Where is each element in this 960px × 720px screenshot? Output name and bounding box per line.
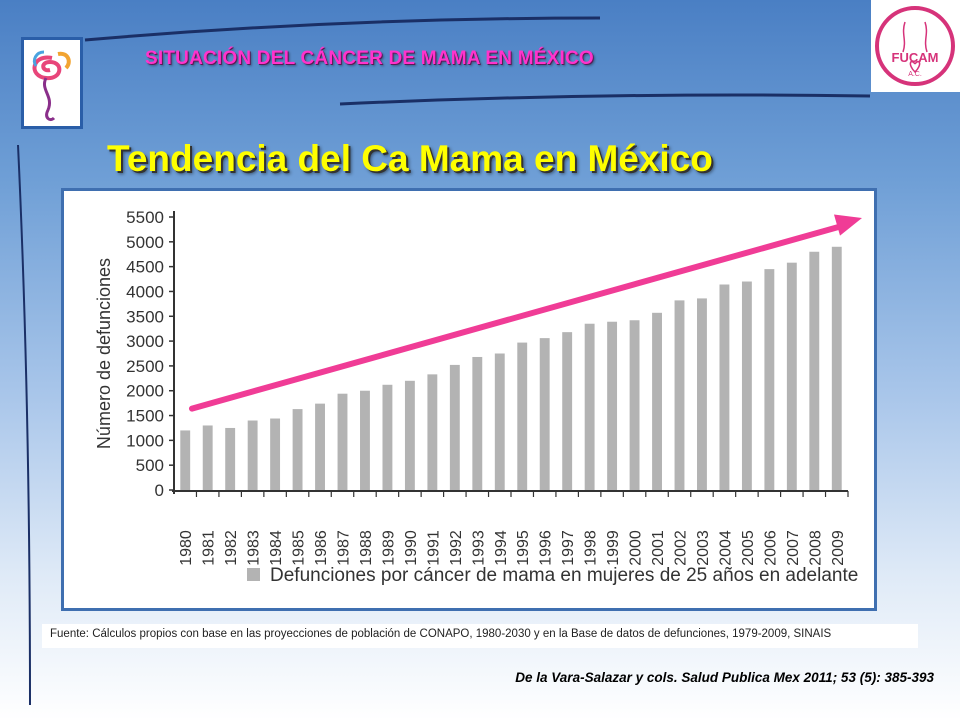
ribbon-swirl-icon (32, 50, 71, 122)
source-note: Fuente: Cálculos propios con base en las… (42, 624, 918, 648)
bar-2002 (674, 300, 685, 490)
bar-1981 (202, 425, 213, 490)
y-tick-label: 0 (155, 481, 164, 500)
x-tick-label: 1986 (313, 530, 330, 566)
x-tick-label: 1995 (515, 530, 532, 566)
bar-1987 (337, 393, 348, 490)
x-tick-label: 2004 (717, 530, 734, 566)
bar-1995 (517, 342, 528, 490)
x-tick-label: 2000 (628, 530, 645, 566)
x-tick-label: 1987 (336, 530, 353, 566)
y-tick-label: 5500 (126, 208, 164, 227)
x-tick-label: 1997 (560, 530, 577, 566)
bar-1991 (427, 374, 438, 490)
y-tick-label: 5000 (126, 233, 164, 252)
x-tick-label: 1990 (403, 530, 420, 566)
bar-1993 (472, 356, 483, 490)
bar-1998 (584, 323, 595, 490)
logo-right: FUCAM A.C. (871, 0, 960, 92)
x-tick-label: 1982 (223, 530, 240, 566)
logo-right-text: FUCAM (892, 50, 939, 65)
bar-1997 (562, 332, 573, 490)
bar-1988 (360, 390, 370, 490)
x-tick-label: 1988 (358, 530, 375, 566)
logo-left (21, 37, 83, 129)
bar-1983 (247, 420, 258, 490)
legend-label: Defunciones por cáncer de mama en mujere… (270, 565, 858, 586)
bar-2001 (652, 312, 662, 490)
x-tick-label: 2001 (650, 530, 667, 566)
x-tick-label: 2006 (762, 530, 779, 566)
bar-1992 (449, 364, 460, 490)
bar-1985 (292, 409, 303, 490)
x-tick-label: 2008 (807, 530, 824, 566)
y-tick-label: 1500 (126, 407, 164, 426)
chart-panel: 0 500 1000 1500 2000 2500 3000 3500 4000 4500 5000… (61, 188, 877, 611)
x-tick-label: 2009 (830, 530, 847, 566)
bar-1990 (404, 380, 415, 490)
bar-2007 (786, 262, 797, 490)
x-tick-label: 2002 (673, 530, 690, 566)
legend-swatch (247, 568, 260, 581)
bar-2008 (809, 251, 820, 490)
bar-2000 (629, 320, 640, 490)
logo-right-sub: A.C. (908, 71, 922, 78)
bar-1996 (539, 338, 550, 490)
y-tick-label: 3500 (126, 307, 164, 326)
x-tick-label: 2005 (740, 530, 757, 566)
trend-arrow-shaft (188, 222, 845, 412)
y-tick-label: 2500 (126, 357, 164, 376)
citation: De la Vara-Salazar y cols. Salud Publica… (515, 670, 934, 685)
x-tick-label: 1999 (605, 530, 622, 566)
fucam-logo-icon: FUCAM A.C. (875, 6, 955, 86)
bar-1984 (270, 418, 281, 490)
x-tick-label: 1998 (583, 530, 600, 566)
x-tick-label: 1985 (291, 530, 308, 566)
x-tick-label: 2003 (695, 530, 712, 566)
bar-1980 (180, 430, 191, 490)
y-tick-label: 2000 (126, 382, 164, 401)
y-tick-label: 4500 (126, 258, 164, 277)
bar-2005 (741, 281, 752, 490)
bar-1989 (382, 384, 393, 490)
y-axis-title: Número de defunciones (94, 258, 114, 449)
x-tick-label: 1993 (470, 530, 487, 566)
x-tick-label: 1984 (268, 530, 285, 566)
bar-1982 (225, 427, 236, 490)
x-tick-label: 2007 (785, 530, 802, 566)
x-tick-label: 1994 (493, 530, 510, 566)
y-tick-label: 500 (136, 456, 164, 475)
bar-2003 (697, 298, 707, 490)
bar-chart: 0 500 1000 1500 2000 2500 3000 3500 4000 4500 5000… (94, 208, 862, 586)
y-tick-label: 4000 (126, 282, 164, 301)
x-tick-label: 1983 (246, 530, 263, 566)
header-title: SITUACIÓN DEL CÁNCER DE MAMA EN MÉXICO (145, 48, 594, 69)
y-tick-label: 3000 (126, 332, 164, 351)
x-tick-label: 1989 (380, 530, 397, 566)
trend-arrow-head (833, 214, 862, 236)
x-tick-label: 1992 (448, 530, 465, 566)
y-tick-label: 1000 (126, 431, 164, 450)
bar-1986 (315, 403, 325, 490)
bar-1994 (494, 353, 505, 490)
x-tick-label: 1991 (425, 530, 442, 566)
bar-1999 (607, 321, 618, 490)
x-tick-label: 1981 (201, 530, 218, 566)
bar-2009 (831, 246, 842, 490)
bar-2004 (719, 284, 730, 490)
x-tick-label: 1980 (178, 530, 195, 566)
slide-title: Tendencia del Ca Mama en México (107, 138, 713, 179)
bar-2006 (764, 269, 775, 490)
x-tick-label: 1996 (538, 530, 555, 566)
